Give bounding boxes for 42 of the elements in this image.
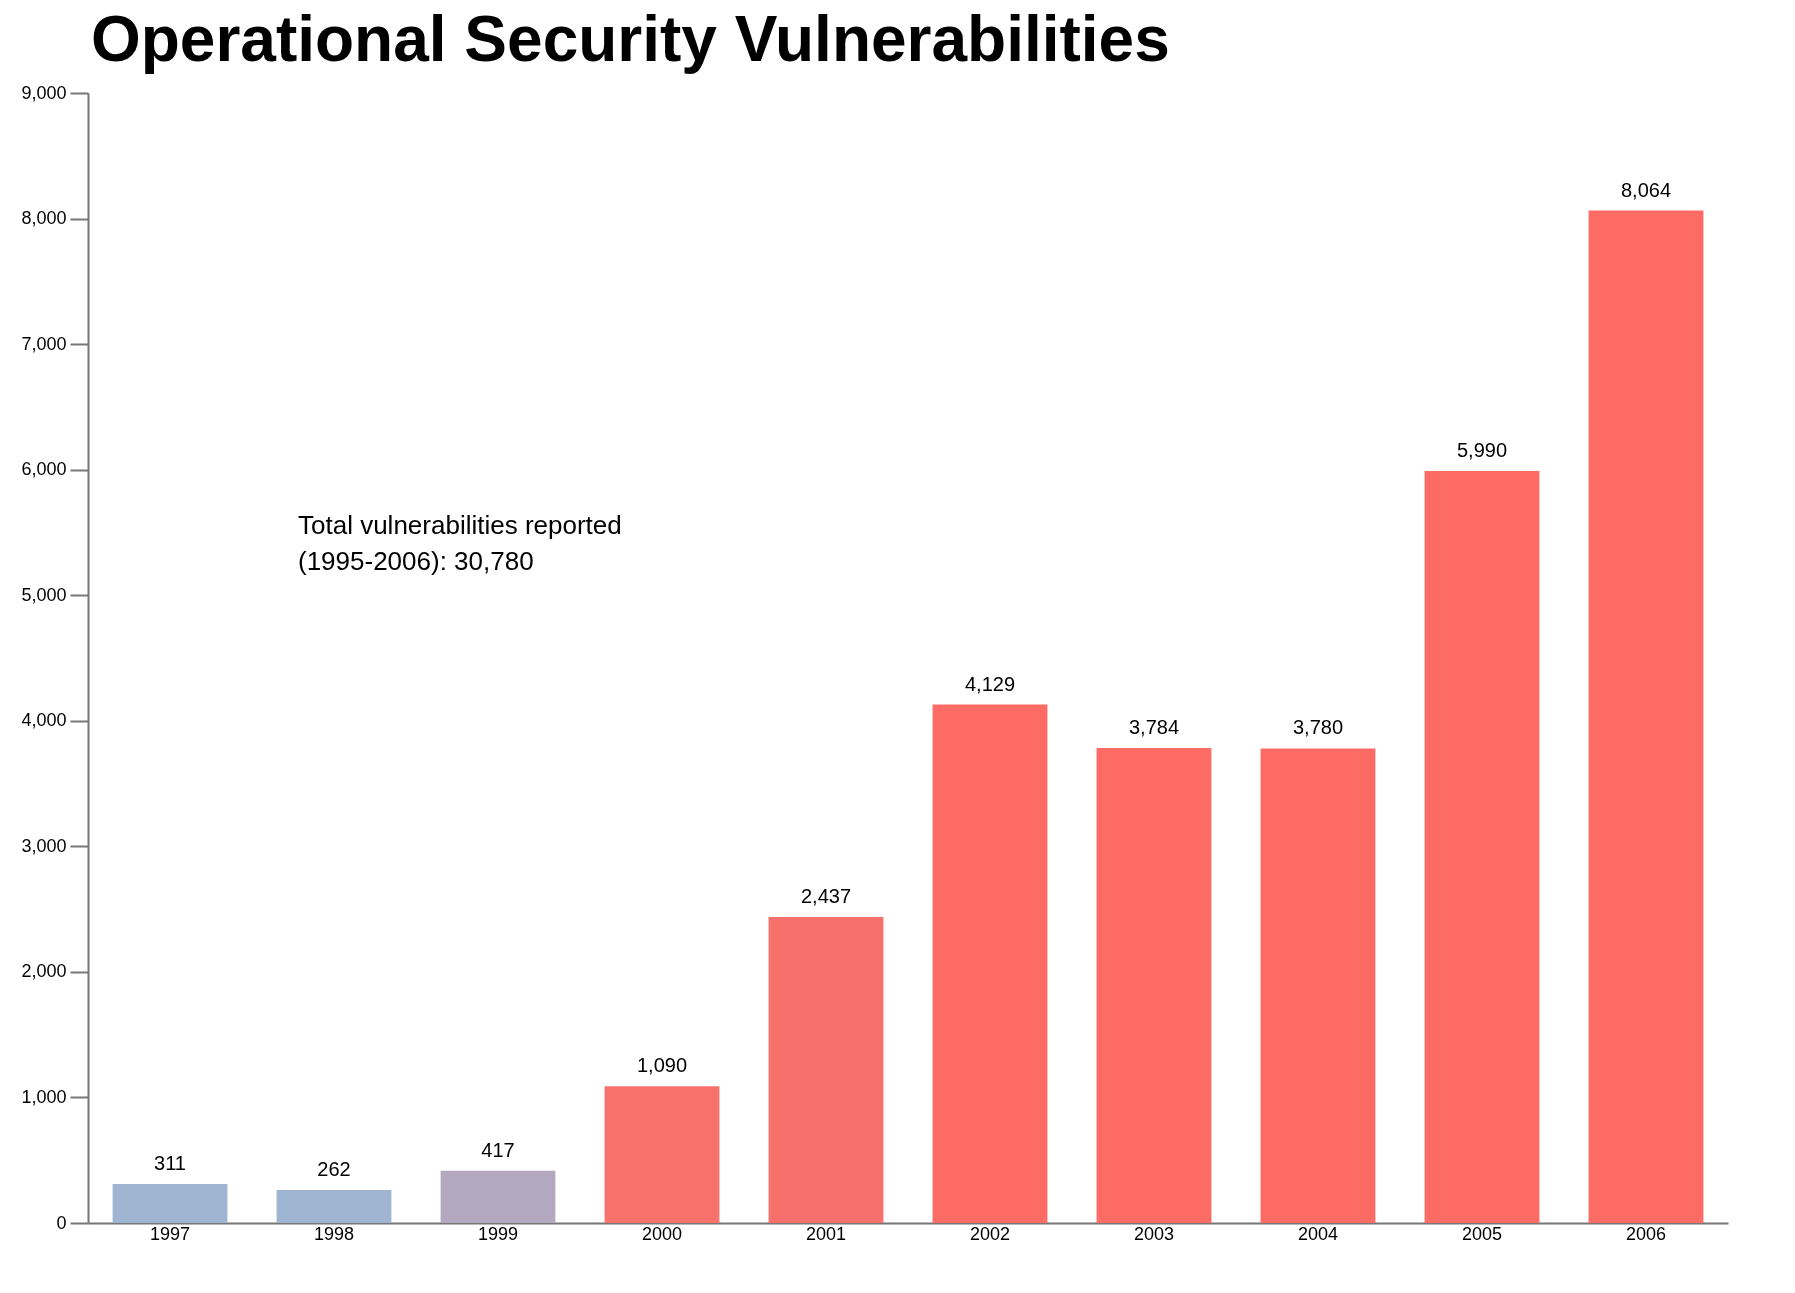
bar	[1588, 210, 1704, 1223]
bar	[604, 1086, 720, 1223]
x-tick-label: 2000	[641, 1223, 683, 1244]
x-tick-label: 2003	[1133, 1223, 1175, 1244]
y-tick-label: 3,000	[21, 835, 67, 856]
annotation: Total vulnerabilities reported (1995-2006): 30,780	[298, 510, 622, 576]
y-tick-label: 2,000	[21, 961, 67, 982]
bar	[440, 1170, 556, 1223]
x-tick-label: 2005	[1461, 1223, 1503, 1244]
bar	[276, 1190, 392, 1223]
data-label: 2,437	[800, 885, 852, 908]
y-tick-label: 7,000	[21, 333, 67, 354]
data-label: 417	[481, 1138, 515, 1161]
data-label: 8,064	[1620, 178, 1672, 201]
data-label: 311	[154, 1151, 186, 1174]
data-label: 4,129	[964, 672, 1016, 695]
bar	[1424, 470, 1540, 1223]
bar	[768, 917, 884, 1223]
x-tick-label: 2006	[1625, 1223, 1667, 1244]
x-tick-label: 1997	[149, 1223, 191, 1244]
chart-title: Operational Security Vulnerabilities	[90, 3, 1170, 75]
y-tick-label: 6,000	[21, 459, 67, 480]
data-label: 262	[317, 1158, 351, 1181]
y-tick-label: 4,000	[21, 710, 67, 731]
bar	[1096, 747, 1212, 1223]
x-tick-label: 1998	[313, 1223, 355, 1244]
x-tick-label: 2004	[1297, 1223, 1339, 1244]
x-tick-label: 2002	[969, 1223, 1011, 1244]
x-tick-label: 2001	[805, 1223, 847, 1244]
data-label: 3,784	[1128, 715, 1180, 738]
x-tick-label: 1999	[477, 1223, 519, 1244]
y-tick-label: 8,000	[21, 208, 67, 229]
bar	[1260, 748, 1376, 1223]
y-tick-label: 0	[56, 1212, 67, 1233]
y-tick-label: 5,000	[21, 584, 67, 605]
data-label: 5,990	[1456, 438, 1508, 461]
y-tick-label: 9,000	[21, 82, 67, 103]
data-label: 3,780	[1292, 716, 1344, 739]
y-tick-label: 1,000	[21, 1086, 67, 1107]
bar	[932, 704, 1048, 1223]
bar	[112, 1183, 228, 1223]
data-label: 1,090	[636, 1054, 688, 1077]
